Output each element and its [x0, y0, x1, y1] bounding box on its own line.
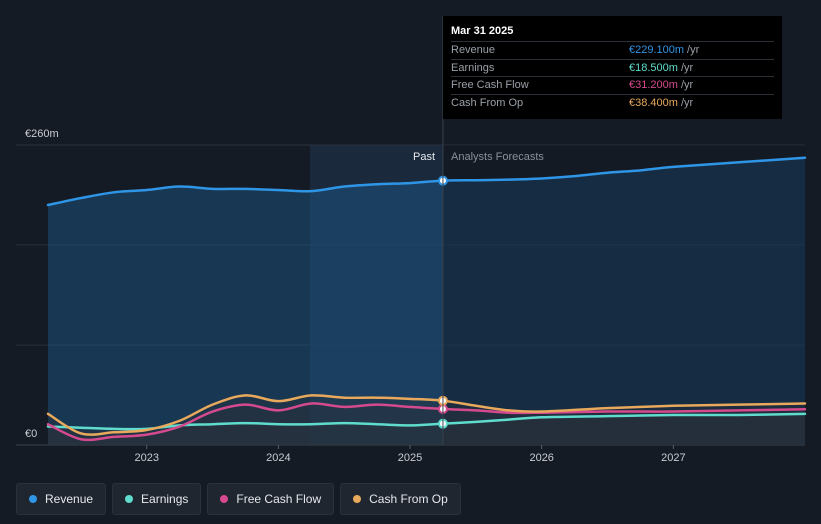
tooltip: Mar 31 2025 Revenue €229.100m/yr Earnings €… — [443, 16, 782, 119]
legend-label: Free Cash Flow — [236, 492, 322, 506]
y-tick-top: €260m — [25, 128, 59, 140]
tooltip-label: Earnings — [451, 61, 495, 74]
tooltip-unit: /yr — [680, 61, 694, 74]
tooltip-row: Cash From Op €38.400m/yr — [451, 93, 774, 112]
legend-label: Revenue — [45, 492, 94, 506]
tooltip-row: Revenue €229.100m/yr — [451, 41, 774, 59]
legend-item-cash-from-op[interactable]: Cash From Op — [340, 483, 461, 515]
cash-from-op-area — [48, 395, 805, 445]
tooltip-unit: /yr — [687, 44, 700, 56]
tooltip-value: €38.400m — [629, 96, 678, 109]
past-shade — [310, 145, 443, 445]
legend-item-free-cash-flow[interactable]: Free Cash Flow — [207, 483, 335, 515]
legend-label: Earnings — [141, 492, 189, 506]
x-tick-label: 2024 — [266, 452, 290, 464]
legend-dot-icon — [125, 495, 134, 503]
revenue-line — [46, 156, 807, 207]
free-cash-flow-line — [46, 402, 807, 442]
x-tick-label: 2025 — [398, 452, 422, 464]
tooltip-label: Free Cash Flow — [451, 79, 529, 91]
x-tick-label: 2026 — [529, 452, 553, 464]
legend-dot-icon — [220, 495, 229, 503]
tooltip-value: €229.100m — [629, 44, 685, 56]
legend-item-revenue[interactable]: Revenue — [16, 483, 107, 515]
tooltip-label: Cash From Op — [451, 96, 524, 109]
x-tick-label: 2027 — [661, 452, 685, 464]
tooltip-value: €18.500m — [629, 61, 678, 74]
tooltip-label: Revenue — [451, 44, 496, 56]
x-tick-label: 2023 — [134, 452, 158, 464]
revenue-area — [48, 157, 805, 445]
y-tick-bottom: €0 — [25, 428, 37, 440]
tooltip-value: €31.200m — [629, 79, 678, 91]
cash-from-op-line — [46, 394, 807, 436]
legend-label: Cash From Op — [369, 492, 448, 506]
legend-dot-icon — [353, 495, 362, 503]
forecast-dim — [442, 145, 805, 445]
past-label: Past — [413, 151, 435, 163]
forecast-label: Analysts Forecasts — [451, 151, 544, 163]
legend-item-earnings[interactable]: Earnings — [112, 483, 202, 515]
tooltip-row: Earnings €18.500m/yr — [451, 58, 774, 77]
tooltip-date: Mar 31 2025 — [451, 25, 514, 37]
legend: Revenue Earnings Free Cash Flow Cash From O… — [16, 483, 461, 515]
tooltip-row: Free Cash Flow €31.200m/yr — [451, 76, 774, 94]
legend-dot-icon — [29, 495, 37, 503]
earnings-area — [48, 413, 805, 445]
tooltip-unit: /yr — [680, 79, 694, 91]
tooltip-unit: /yr — [680, 96, 694, 109]
